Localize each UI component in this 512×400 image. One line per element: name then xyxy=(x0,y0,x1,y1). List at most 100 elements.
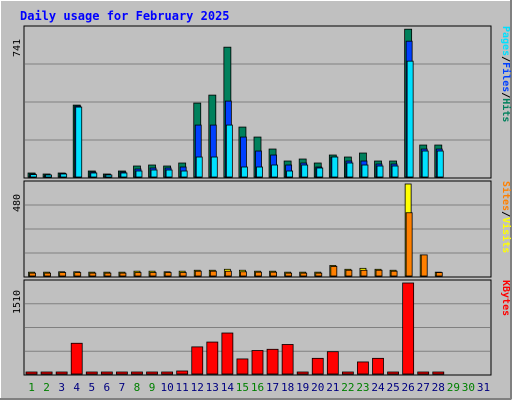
x-tick-label: 23 xyxy=(356,381,369,394)
panel-middle: 480 Sites/Visits xyxy=(12,180,512,278)
bar-pages xyxy=(316,167,324,178)
bar-sites xyxy=(89,272,97,277)
bar-kbytes xyxy=(296,371,309,375)
x-tick-label: 14 xyxy=(221,381,235,394)
legend-item: / xyxy=(500,211,511,217)
x-tick-label: 15 xyxy=(236,381,249,394)
y-max-label: 480 xyxy=(12,194,23,212)
bar-sites xyxy=(270,271,277,277)
x-tick-label: 10 xyxy=(160,381,173,394)
bar-kbytes xyxy=(266,348,279,375)
bar-kbytes xyxy=(341,371,354,375)
x-tick-label: 2 xyxy=(43,381,50,394)
bar-kbytes xyxy=(116,371,128,375)
series-pages xyxy=(30,60,444,178)
bar-sites xyxy=(285,272,293,277)
bar-sites xyxy=(405,212,413,277)
x-tick-label: 30 xyxy=(462,381,475,394)
bar-pages xyxy=(361,164,369,178)
bar-pages xyxy=(421,150,429,178)
x-tick-label: 6 xyxy=(104,381,111,394)
bar-pages xyxy=(225,124,233,178)
bar-pages xyxy=(406,60,414,178)
bar-kbytes xyxy=(236,358,249,375)
bar-pages xyxy=(271,164,278,178)
bar-kbytes xyxy=(206,341,219,375)
legend-item: Pages xyxy=(500,26,511,56)
bar-sites xyxy=(300,272,308,277)
x-tick-label: 22 xyxy=(341,381,354,394)
legend-item: Hits xyxy=(500,98,512,122)
bar-kbytes xyxy=(55,371,68,375)
bar-sites xyxy=(315,272,323,277)
x-tick-label: 11 xyxy=(176,381,189,394)
bar-pages xyxy=(165,169,173,178)
bar-sites xyxy=(134,272,142,277)
bar-kbytes xyxy=(131,371,143,375)
x-tick-label: 4 xyxy=(73,381,80,394)
legend: Sites/Visits xyxy=(500,181,512,253)
bar-sites xyxy=(149,272,157,277)
bar-sites xyxy=(390,270,398,277)
bar-kbytes xyxy=(40,371,53,375)
bar-kbytes xyxy=(176,370,189,375)
panel-top: 741 Pages/Files/Hits xyxy=(12,25,512,179)
x-tick-label: 8 xyxy=(134,381,141,394)
bar-sites xyxy=(59,272,67,277)
bar-kbytes xyxy=(70,342,83,375)
x-tick-label: 18 xyxy=(281,381,294,394)
bar-kbytes xyxy=(432,371,445,375)
bar-kbytes xyxy=(326,351,339,375)
x-tick-label: 7 xyxy=(119,381,126,394)
bar-sites xyxy=(345,269,353,277)
bar-sites xyxy=(74,272,82,277)
legend-item: Visits xyxy=(500,217,512,253)
legend-item: KBytes xyxy=(500,280,511,316)
x-tick-label: 13 xyxy=(206,381,219,394)
bar-sites xyxy=(194,270,202,277)
legend-item: Sites xyxy=(500,181,512,211)
bar-pages xyxy=(60,173,68,178)
bar-pages xyxy=(120,172,128,178)
bar-pages xyxy=(30,174,37,178)
bar-kbytes xyxy=(221,332,234,375)
x-tick-label: 29 xyxy=(447,381,460,394)
bar-kbytes xyxy=(357,361,369,375)
bar-sites xyxy=(209,270,217,277)
x-tick-label: 24 xyxy=(371,381,385,394)
bar-pages xyxy=(210,156,218,178)
chart-title: Daily usage for February 2025 xyxy=(20,9,230,23)
bar-kbytes xyxy=(146,371,158,375)
bar-pages xyxy=(241,166,248,178)
bar-sites xyxy=(375,269,383,277)
y-max-label: 1510 xyxy=(12,290,23,314)
bar-sites xyxy=(179,272,187,277)
x-tick-label: 16 xyxy=(251,381,264,394)
x-tick-label: 17 xyxy=(266,381,279,394)
bar-sites xyxy=(104,272,112,277)
bar-kbytes xyxy=(372,357,384,375)
bar-pages xyxy=(180,170,188,178)
legend-item: Files xyxy=(500,62,512,92)
bar-pages xyxy=(301,164,309,178)
bar-sites xyxy=(119,272,127,277)
bar-pages xyxy=(105,174,113,178)
bar-pages xyxy=(256,166,263,178)
bar-kbytes xyxy=(387,371,399,375)
panel-bottom: 1510 KBytes xyxy=(12,279,511,376)
bar-sites xyxy=(255,271,262,277)
bar-kbytes xyxy=(25,371,38,375)
bar-sites xyxy=(240,271,247,277)
x-tick-label: 5 xyxy=(88,381,95,394)
bar-sites xyxy=(224,270,232,277)
x-tick-label: 3 xyxy=(58,381,65,394)
bar-sites xyxy=(435,272,443,277)
bar-sites xyxy=(29,272,36,277)
x-tick-label: 26 xyxy=(402,381,415,394)
bar-kbytes xyxy=(281,344,294,375)
bar-pages xyxy=(135,170,143,178)
bar-kbytes xyxy=(85,371,98,375)
bar-pages xyxy=(90,172,98,178)
